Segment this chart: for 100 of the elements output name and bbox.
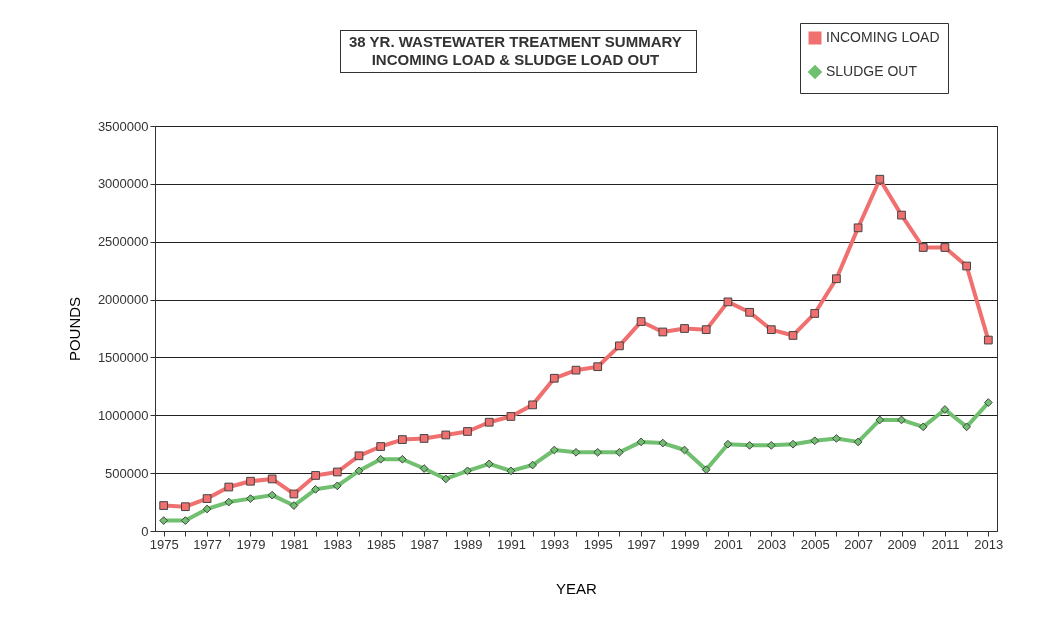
y-tick-label: 3500000 bbox=[97, 118, 149, 134]
point bbox=[549, 445, 559, 455]
point bbox=[354, 451, 364, 461]
x-tick-label: 1983 bbox=[323, 536, 353, 552]
point bbox=[311, 471, 320, 480]
x-tick-label: 2003 bbox=[757, 536, 787, 552]
point bbox=[463, 427, 472, 436]
point bbox=[832, 434, 841, 443]
point bbox=[983, 335, 993, 345]
point bbox=[506, 466, 516, 476]
point bbox=[506, 412, 516, 421]
point bbox=[441, 430, 451, 440]
point bbox=[897, 415, 906, 425]
point bbox=[202, 504, 212, 514]
y-tick-label: 2500000 bbox=[97, 234, 149, 250]
y-tick-label: 500000 bbox=[105, 465, 149, 481]
point bbox=[289, 501, 299, 510]
chart-title: 38 YR. WASTEWATER TREATMENT SUMMARY bbox=[349, 33, 682, 51]
point bbox=[766, 441, 776, 450]
point bbox=[398, 435, 407, 444]
point bbox=[615, 447, 624, 457]
x-tick-label: 2005 bbox=[800, 536, 830, 552]
point bbox=[680, 324, 689, 333]
point bbox=[766, 325, 776, 335]
legend-label: SLUDGE OUT bbox=[826, 63, 918, 79]
legend-label: INCOMING LOAD bbox=[826, 29, 940, 45]
x-tick-label: 2011 bbox=[931, 536, 960, 552]
point bbox=[159, 501, 169, 510]
x-tick-label: 2013 bbox=[974, 536, 1004, 552]
point bbox=[680, 445, 689, 455]
point bbox=[289, 489, 299, 499]
point bbox=[745, 307, 754, 317]
point bbox=[918, 422, 928, 432]
point bbox=[636, 317, 646, 326]
point bbox=[832, 274, 841, 284]
x-tick-label: 2001 bbox=[713, 536, 743, 552]
y-axis-title: POUNDS bbox=[65, 296, 83, 362]
point bbox=[354, 466, 364, 476]
point bbox=[897, 210, 906, 220]
point bbox=[810, 436, 820, 446]
point bbox=[181, 516, 190, 525]
x-tick-label: 1997 bbox=[627, 536, 657, 552]
x-tick-label: 1979 bbox=[236, 536, 266, 552]
point bbox=[484, 459, 494, 469]
point bbox=[853, 223, 863, 233]
x-tick-label: 1985 bbox=[366, 536, 396, 552]
point bbox=[571, 365, 581, 375]
point bbox=[246, 494, 255, 503]
point bbox=[701, 465, 711, 475]
point bbox=[441, 474, 451, 484]
point bbox=[875, 174, 885, 184]
point bbox=[593, 362, 603, 372]
point bbox=[376, 442, 386, 451]
point bbox=[788, 439, 798, 449]
point bbox=[463, 466, 472, 476]
point bbox=[528, 460, 537, 470]
point bbox=[419, 434, 429, 443]
y-tick-label: 1000000 bbox=[97, 407, 149, 423]
point bbox=[810, 309, 820, 318]
point bbox=[918, 243, 928, 252]
point bbox=[181, 502, 190, 512]
chart-subtitle: INCOMING LOAD & SLUDGE LOAD OUT bbox=[370, 51, 661, 69]
point bbox=[615, 341, 624, 351]
y-tick-label: 3000000 bbox=[97, 176, 149, 192]
x-tick-label: 1993 bbox=[540, 536, 570, 552]
point bbox=[745, 441, 754, 450]
point bbox=[267, 490, 277, 500]
point bbox=[311, 484, 320, 494]
point bbox=[658, 438, 668, 448]
point bbox=[332, 467, 342, 477]
point bbox=[528, 400, 537, 410]
point bbox=[484, 417, 494, 427]
point bbox=[962, 422, 971, 432]
point bbox=[593, 447, 603, 457]
point bbox=[571, 447, 581, 457]
point bbox=[701, 325, 711, 335]
point bbox=[224, 482, 234, 492]
point bbox=[940, 243, 950, 252]
point bbox=[332, 481, 342, 491]
point bbox=[723, 297, 733, 307]
point bbox=[376, 454, 386, 464]
point bbox=[419, 464, 429, 473]
point bbox=[246, 476, 255, 486]
point bbox=[875, 415, 885, 425]
x-axis-title: YEAR bbox=[556, 579, 598, 597]
point bbox=[853, 437, 863, 447]
x-tick-label: 2009 bbox=[887, 536, 917, 552]
x-tick-label: 1999 bbox=[670, 536, 700, 552]
y-tick-label: 0 bbox=[141, 523, 149, 539]
point bbox=[983, 398, 993, 407]
point bbox=[658, 327, 668, 337]
x-tick-label: 1981 bbox=[279, 536, 309, 552]
point bbox=[398, 454, 407, 464]
point bbox=[159, 516, 169, 525]
point bbox=[962, 261, 971, 271]
point bbox=[267, 474, 277, 484]
x-tick-label: 1987 bbox=[410, 536, 440, 552]
point bbox=[723, 439, 733, 449]
point bbox=[940, 405, 950, 414]
y-tick-label: 2000000 bbox=[97, 292, 149, 308]
